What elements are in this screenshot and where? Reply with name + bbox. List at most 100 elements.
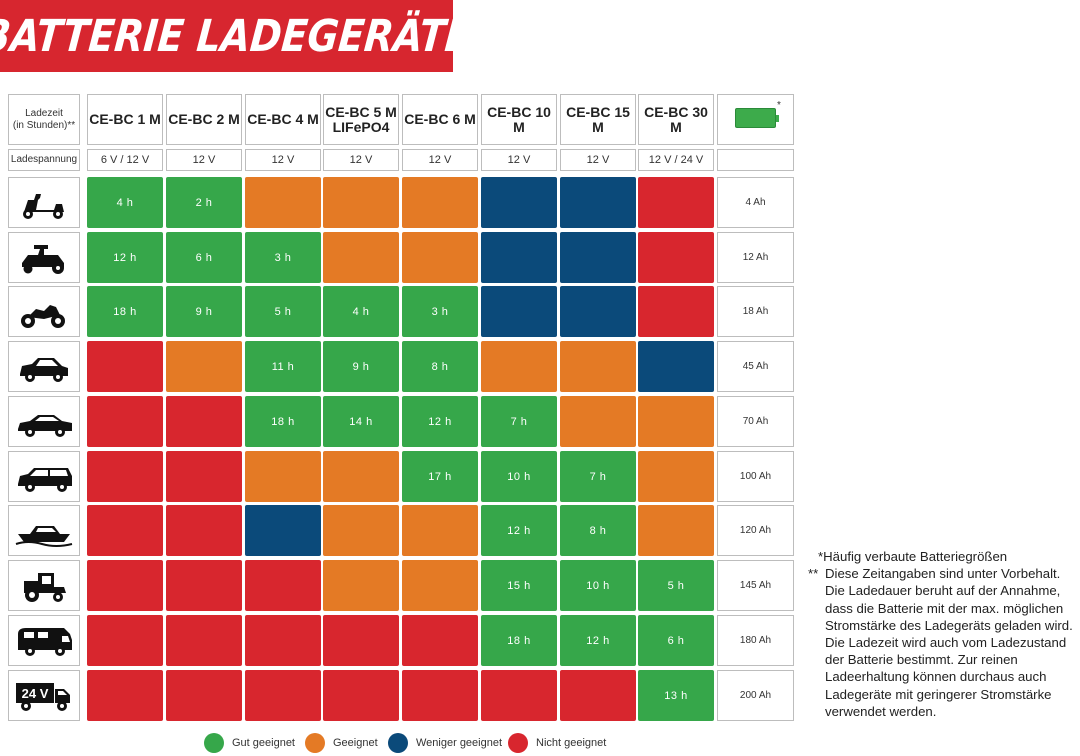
charge-cell <box>166 615 242 666</box>
footnote-1: *Häufig verbaute Batteriegrößen <box>818 549 1008 564</box>
model-header: CE-BC 30 M <box>638 94 714 145</box>
model-header: CE-BC 10 M <box>481 94 557 145</box>
vehicle-cell <box>8 341 80 392</box>
legend-dot <box>508 733 528 753</box>
charge-cell <box>245 451 321 502</box>
charge-cell: 18 h <box>87 286 163 337</box>
charge-cell <box>638 396 714 447</box>
model-voltage: 6 V / 12 V <box>87 149 163 171</box>
charge-cell <box>245 505 321 556</box>
charge-cell: 10 h <box>560 560 636 611</box>
scooter-icon <box>23 193 64 219</box>
charge-cell <box>245 670 321 721</box>
legend-label: Geeignet <box>333 737 378 749</box>
charge-cell <box>166 670 242 721</box>
station-wagon-icon <box>18 467 72 492</box>
vehicle-cell <box>8 232 80 283</box>
capacity-cell: 4 Ah <box>717 177 794 228</box>
truck-voltage-label: 24 V <box>22 686 49 701</box>
charge-cell <box>560 670 636 721</box>
charge-cell <box>87 396 163 447</box>
charge-cell <box>323 177 399 228</box>
charge-cell <box>245 615 321 666</box>
vehicle-cell: 24 V <box>8 670 80 721</box>
vehicle-cell <box>8 451 80 502</box>
charge-cell <box>87 451 163 502</box>
charge-cell: 18 h <box>481 615 557 666</box>
capacity-cell: 45 Ah <box>717 341 794 392</box>
footnote-2-text: Diese Zeitangaben sind unter Vorbehalt. … <box>825 566 1073 719</box>
charge-cell: 7 h <box>481 396 557 447</box>
charge-cell <box>560 177 636 228</box>
charge-cell <box>323 560 399 611</box>
charge-cell <box>402 670 478 721</box>
charge-cell: 8 h <box>402 341 478 392</box>
title-banner: BATTERIE LADEGERÄTE <box>0 0 473 72</box>
charge-cell: 3 h <box>245 232 321 283</box>
charge-cell <box>638 505 714 556</box>
model-voltage: 12 V / 24 V <box>638 149 714 171</box>
vehicle-cell <box>8 286 80 337</box>
charge-cell: 18 h <box>245 396 321 447</box>
charge-cell: 17 h <box>402 451 478 502</box>
charge-cell: 14 h <box>323 396 399 447</box>
capacity-voltage-blank <box>717 149 794 171</box>
vehicle-cell <box>8 177 80 228</box>
footnote-2: ** Diese Zeitangaben sind unter Vorbehal… <box>808 565 1080 720</box>
model-voltage: 12 V <box>402 149 478 171</box>
charge-cell: 12 h <box>402 396 478 447</box>
charge-cell: 15 h <box>481 560 557 611</box>
footnote-2-mark: ** <box>808 566 819 582</box>
camper-icon <box>18 627 72 656</box>
charge-cell <box>87 615 163 666</box>
charge-cell <box>87 670 163 721</box>
charge-cell: 2 h <box>166 177 242 228</box>
charge-cell <box>402 177 478 228</box>
sedan-icon <box>18 414 72 437</box>
vehicle-cell <box>8 396 80 447</box>
model-header: CE-BC 6 M <box>402 94 478 145</box>
charge-cell <box>481 670 557 721</box>
charge-cell <box>638 286 714 337</box>
model-voltage: 12 V <box>166 149 242 171</box>
charge-cell: 12 h <box>481 505 557 556</box>
model-voltage: 12 V <box>560 149 636 171</box>
charge-cell: 13 h <box>638 670 714 721</box>
model-header: CE-BC 15 M <box>560 94 636 145</box>
charge-cell <box>245 560 321 611</box>
model-voltage: 12 V <box>245 149 321 171</box>
voltage-header: Ladespannung <box>8 149 80 171</box>
charge-cell: 9 h <box>166 286 242 337</box>
charge-cell: 4 h <box>323 286 399 337</box>
charge-cell: 6 h <box>166 232 242 283</box>
charge-cell: 11 h <box>245 341 321 392</box>
charge-cell <box>638 232 714 283</box>
charge-cell <box>402 615 478 666</box>
charge-cell <box>638 177 714 228</box>
charge-cell <box>560 232 636 283</box>
charge-cell <box>166 505 242 556</box>
charge-cell <box>166 341 242 392</box>
model-header: CE-BC 2 M <box>166 94 242 145</box>
legend-dot <box>388 733 408 753</box>
vehicle-cell <box>8 505 80 556</box>
capacity-cell: 145 Ah <box>717 560 794 611</box>
charge-cell <box>481 286 557 337</box>
charge-cell <box>560 286 636 337</box>
legend-item: Nicht geeignet <box>508 733 606 753</box>
charge-cell <box>166 396 242 447</box>
battery-footnote-mark: * <box>777 100 781 111</box>
charge-cell <box>638 451 714 502</box>
legend-label: Weniger geeignet <box>416 737 503 749</box>
charge-cell: 3 h <box>402 286 478 337</box>
legend: Gut geeignet Geeignet Weniger geeignet Nich… <box>0 730 800 756</box>
capacity-cell: 200 Ah <box>717 670 794 721</box>
capacity-cell: 100 Ah <box>717 451 794 502</box>
charge-cell <box>87 505 163 556</box>
charge-cell <box>481 232 557 283</box>
truck-24v-icon: 24 V <box>16 682 70 711</box>
charge-cell <box>402 505 478 556</box>
capacity-cell: 18 Ah <box>717 286 794 337</box>
time-header: Ladezeit (in Stunden)** <box>8 94 80 145</box>
charger-table: Ladezeit (in Stunden)** Ladespannung CE-BC… <box>8 94 794 721</box>
